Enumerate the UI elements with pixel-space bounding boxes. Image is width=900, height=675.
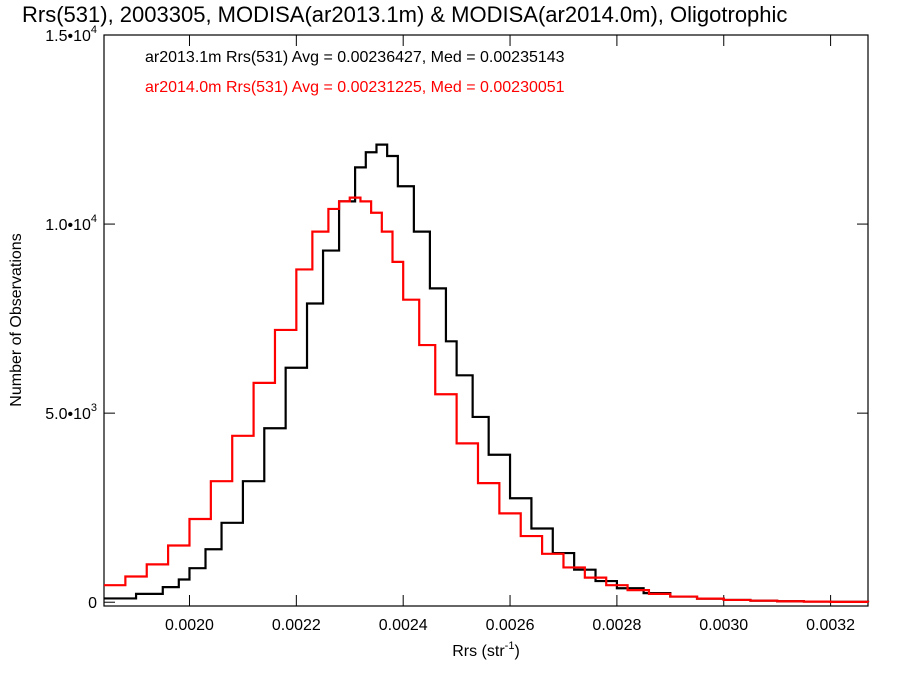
- x-tick-label: 0.0024: [379, 617, 428, 634]
- x-tick-label: 0.0020: [165, 617, 214, 634]
- annotation-ar2014: ar2014.0m Rrs(531) Avg = 0.00231225, Med…: [145, 79, 565, 96]
- x-axis-label-end: ): [514, 643, 519, 660]
- y-tick-label-mantissa: 1.0•10: [45, 217, 91, 234]
- y-tick-label: 1.5•104: [45, 24, 97, 45]
- chart-title: Rrs(531), 2003305, MODISA(ar2013.1m) & M…: [22, 2, 787, 27]
- y-tick-label: 1.0•104: [45, 213, 97, 234]
- y-tick-label: 0: [88, 595, 97, 612]
- x-axis-label-text: Rrs (str: [452, 643, 505, 660]
- y-tick-label: 5.0•103: [45, 402, 97, 423]
- y-tick-label-exponent: 4: [91, 213, 97, 225]
- y-axis-label: Number of Observations: [8, 233, 25, 406]
- x-tick-label: 0.0032: [806, 617, 855, 634]
- y-tick-label-mantissa: 0: [88, 595, 97, 612]
- plot-frame: [103, 34, 869, 607]
- x-tick-label: 0.0030: [699, 617, 748, 634]
- annotation-ar2013: ar2013.1m Rrs(531) Avg = 0.00236427, Med…: [145, 49, 565, 66]
- series-layer: [104, 143, 870, 603]
- y-tick-label-mantissa: 5.0•10: [45, 406, 91, 423]
- x-tick-label: 0.0026: [486, 617, 535, 634]
- x-axis-label-superscript: -1: [505, 640, 515, 652]
- x-axis: 0.0020 0.0022 0.0024 0.0026 0.0028 0.0030 0.00…: [165, 35, 855, 634]
- series-line-0: [104, 143, 870, 603]
- series-line-1: [104, 196, 870, 603]
- y-tick-label-mantissa: 1.5•10: [45, 28, 91, 45]
- x-tick-label: 0.0022: [272, 617, 321, 634]
- y-tick-label-exponent: 4: [91, 24, 97, 36]
- x-tick-label: 0.0028: [592, 617, 641, 634]
- y-tick-label-exponent: 3: [91, 402, 97, 414]
- x-axis-label: Rrs (str-1): [452, 640, 520, 660]
